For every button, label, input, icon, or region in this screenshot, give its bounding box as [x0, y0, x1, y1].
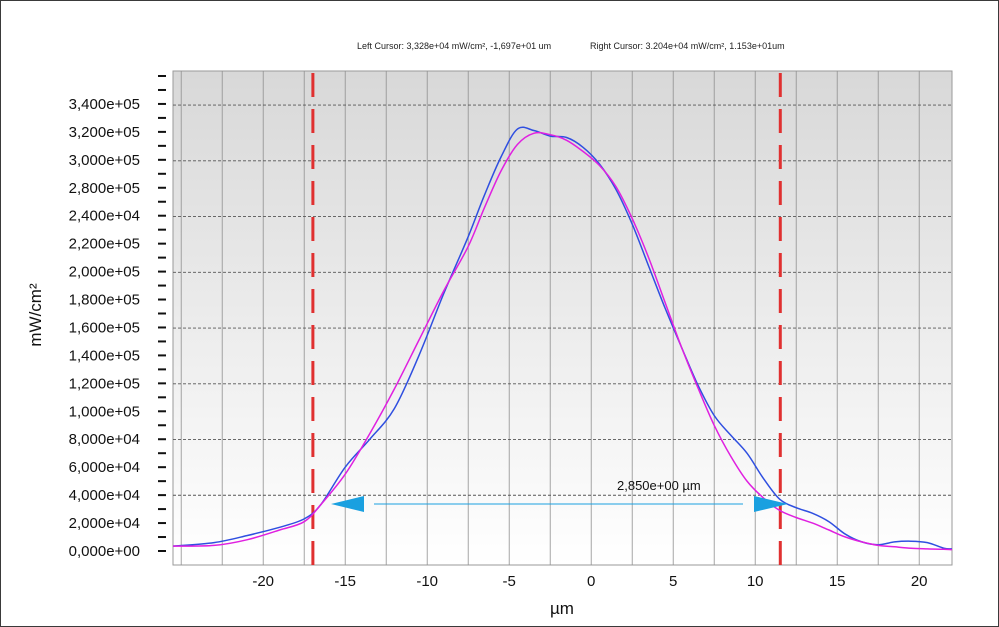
fitted-profile-line: [172, 131, 953, 551]
x-tick-label: 10: [747, 573, 764, 590]
y-tick-label: 2,000e+04: [69, 515, 140, 532]
measured-profile-line: [172, 126, 953, 550]
x-tick-label: -20: [252, 573, 274, 590]
y-tick-label: 1,600e+05: [69, 319, 140, 336]
y-tick-label: 0,000e+00: [69, 543, 140, 560]
width-arrow-right: [754, 496, 788, 512]
x-tick-label: -15: [334, 573, 356, 590]
x-tick-label: 20: [911, 573, 928, 590]
y-tick-label: 6,000e+04: [69, 459, 140, 476]
plot-area: [172, 70, 953, 566]
y-minor-ticks: [158, 75, 166, 552]
y-tick-label: 1,400e+05: [69, 347, 140, 364]
y-tick-label: 1,800e+05: [69, 292, 140, 309]
x-axis-label: µm: [550, 599, 574, 618]
width-arrow-left: [331, 496, 364, 512]
y-tick-label: 2,400e+04: [69, 208, 140, 225]
y-axis-label: mW/cm²: [26, 283, 45, 347]
width-annotation: 2,850e+00 µm: [331, 478, 788, 512]
x-axis-ticks: -20 -15 -10 -5 0 5 10 15 20: [252, 573, 927, 590]
y-tick-label: 2,800e+05: [69, 180, 140, 197]
x-tick-label: 0: [587, 573, 595, 590]
width-annotation-label: 2,850e+00 µm: [617, 478, 701, 493]
x-tick-label: 5: [669, 573, 677, 590]
cursor-lines: [311, 73, 782, 565]
y-tick-label: 1,000e+05: [69, 403, 140, 420]
right-cursor-readout: Right Cursor: 3.204e+04 mW/cm², 1.153e+0…: [590, 41, 785, 51]
y-tick-label: 4,000e+04: [69, 487, 140, 504]
y-tick-label: 1,200e+05: [69, 375, 140, 392]
left-cursor-readout: Left Cursor: 3,328e+04 mW/cm², -1,697e+0…: [357, 41, 551, 51]
y-tick-label: 3,000e+05: [69, 152, 140, 169]
y-tick-label: 3,400e+05: [69, 96, 140, 113]
grid: [173, 71, 952, 565]
y-tick-label: 2,200e+05: [69, 236, 140, 253]
x-tick-label: -10: [416, 573, 438, 590]
x-tick-label: -5: [503, 573, 516, 590]
y-tick-label: 8,000e+04: [69, 431, 140, 448]
y-tick-label: 2,000e+05: [69, 264, 140, 281]
series-lines: [172, 126, 953, 551]
x-tick-label: 15: [829, 573, 846, 590]
y-axis-ticks: 0,000e+00 2,000e+04 4,000e+04 6,000e+04 8,00…: [69, 96, 140, 560]
y-tick-label: 3,200e+05: [69, 124, 140, 141]
